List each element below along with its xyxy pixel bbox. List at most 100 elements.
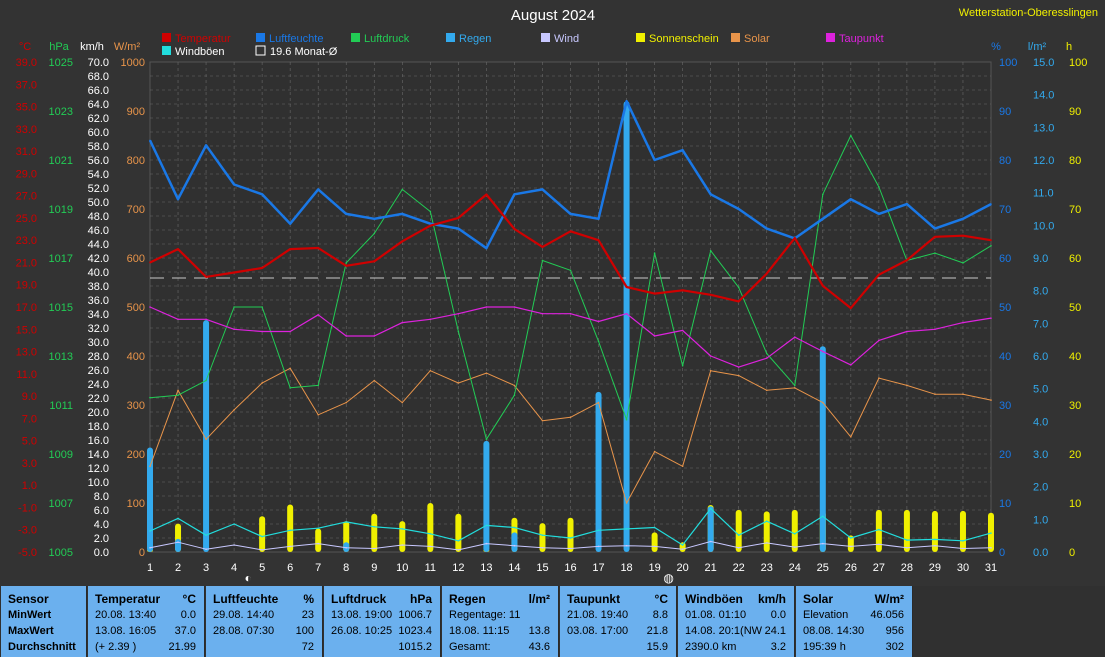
line-wind-point <box>177 541 179 543</box>
tick-solar: 500 <box>127 302 145 314</box>
line-dewpoint-point <box>149 306 151 308</box>
stats-temperature-unit: °C <box>182 592 196 606</box>
line-temperature-point <box>373 260 376 263</box>
stats-gust-title: Windböen <box>685 592 743 606</box>
line-pressure-point <box>513 394 516 397</box>
line-dewpoint-point <box>457 312 460 315</box>
tick-wind: 54.0 <box>88 169 109 181</box>
tick-wind: 6.0 <box>94 505 109 517</box>
line-gust-point <box>317 527 320 529</box>
line-gust-point <box>149 530 151 532</box>
axis-unit-rain: l/m² <box>1028 41 1047 53</box>
stats-humidity-label: 28.08. 07:30 <box>213 625 275 637</box>
line-gust-point <box>289 529 291 532</box>
stats-sensor: Sensor MinWert MaxWert Durchschnitt <box>1 586 87 657</box>
tick-rain: 6.0 <box>1033 351 1048 363</box>
line-gust-point <box>233 523 235 525</box>
line-wind-point <box>990 547 992 549</box>
tick-sun: 70 <box>1069 204 1081 216</box>
stats-solar: Solar W/m² Elevation 46.056 08.08. 14:30 956 1… <box>796 586 913 657</box>
line-wind-point <box>541 547 544 549</box>
line-wind-point <box>205 548 207 550</box>
tick-wind: 60.0 <box>88 127 109 139</box>
line-wind-point <box>149 547 151 549</box>
line-solar-point <box>541 419 544 422</box>
line-humidity-point <box>373 218 376 220</box>
line-temperature-point <box>597 239 600 241</box>
bar-sunshine <box>651 532 658 552</box>
line-humidity-point <box>653 159 656 161</box>
tick-wind: 0.0 <box>94 547 109 559</box>
line-solar-point <box>822 401 824 404</box>
stats-solar-value: 302 <box>885 641 904 653</box>
tick-solar: 300 <box>127 400 145 412</box>
line-humidity-point <box>906 203 908 205</box>
tick-pressure: 1025 <box>49 57 73 69</box>
bar-rain <box>175 538 182 552</box>
tick-temp: 27.0 <box>16 191 37 203</box>
bar-sunshine <box>791 509 798 552</box>
line-solar-point <box>962 393 964 396</box>
line-gust-point <box>878 528 880 531</box>
stats-humidity-label: 29.08. 14:40 <box>213 609 275 621</box>
tick-sun: 50 <box>1069 302 1081 314</box>
line-temperature-point <box>878 273 880 276</box>
line-pressure-point <box>878 186 880 188</box>
axis-unit-sun: h <box>1066 41 1072 53</box>
bar-sunshine <box>371 513 378 552</box>
line-gust-point <box>765 520 768 522</box>
tick-pressure: 1013 <box>49 351 73 363</box>
tick-pressure: 1017 <box>49 253 73 265</box>
tick-solar: 400 <box>127 351 145 363</box>
line-gust-point <box>850 537 852 539</box>
line-solar-point <box>513 384 516 387</box>
tick-temp: 7.0 <box>22 413 37 425</box>
line-temperature-point <box>317 247 320 249</box>
line-pressure-point <box>541 259 544 262</box>
tick-day: 3 <box>203 562 209 574</box>
stats-gust-value: 3.2 <box>770 641 786 653</box>
line-dewpoint-point <box>822 350 824 353</box>
line-dewpoint-point <box>177 318 179 321</box>
tick-day: 11 <box>425 562 436 574</box>
line-solar-point <box>990 399 992 401</box>
line-gust-point <box>373 526 376 528</box>
tick-wind: 38.0 <box>88 281 109 293</box>
tick-sun: 60 <box>1069 253 1081 265</box>
bar-rain <box>511 532 518 552</box>
line-humidity-point <box>569 213 572 215</box>
tick-pressure: 1021 <box>49 155 73 167</box>
bar-rain <box>483 440 490 552</box>
tick-rain: 8.0 <box>1033 286 1048 298</box>
stats-humidity-unit: % <box>303 592 314 606</box>
bar-rain <box>623 101 630 552</box>
line-humidity-point <box>962 218 964 220</box>
stats-pressure: Luftdruck hPa 13.08. 19:00 1006.7 26.08. 10:… <box>324 586 441 657</box>
tick-humidity: 70 <box>999 204 1011 216</box>
tick-temp: 9.0 <box>22 391 37 403</box>
line-wind-point <box>345 547 348 549</box>
line-solar-point <box>765 389 768 392</box>
line-gust-point <box>934 538 936 541</box>
line-gust-point <box>457 540 460 542</box>
tick-wind: 40.0 <box>88 267 109 279</box>
line-dewpoint-point <box>401 321 404 324</box>
tick-sun: 30 <box>1069 400 1081 412</box>
line-gust-point <box>205 534 207 536</box>
legend-label: Wind <box>554 33 579 45</box>
tick-sun: 80 <box>1069 155 1081 167</box>
tick-pressure: 1009 <box>49 449 73 461</box>
tick-sun: 90 <box>1069 106 1081 118</box>
tick-wind: 2.0 <box>94 533 109 545</box>
line-temperature-point <box>962 234 964 237</box>
tick-day: 20 <box>677 562 689 574</box>
line-wind-point <box>653 545 656 548</box>
stats-gust-label: 14.08. 20:1(NW <box>685 625 763 637</box>
line-pressure-point <box>822 193 824 196</box>
line-wind-point <box>765 542 768 544</box>
line-solar-point <box>737 374 740 377</box>
line-humidity-point <box>878 213 880 215</box>
tick-wind: 34.0 <box>88 309 109 321</box>
line-wind-point <box>317 542 320 545</box>
line-humidity-point <box>485 247 488 249</box>
